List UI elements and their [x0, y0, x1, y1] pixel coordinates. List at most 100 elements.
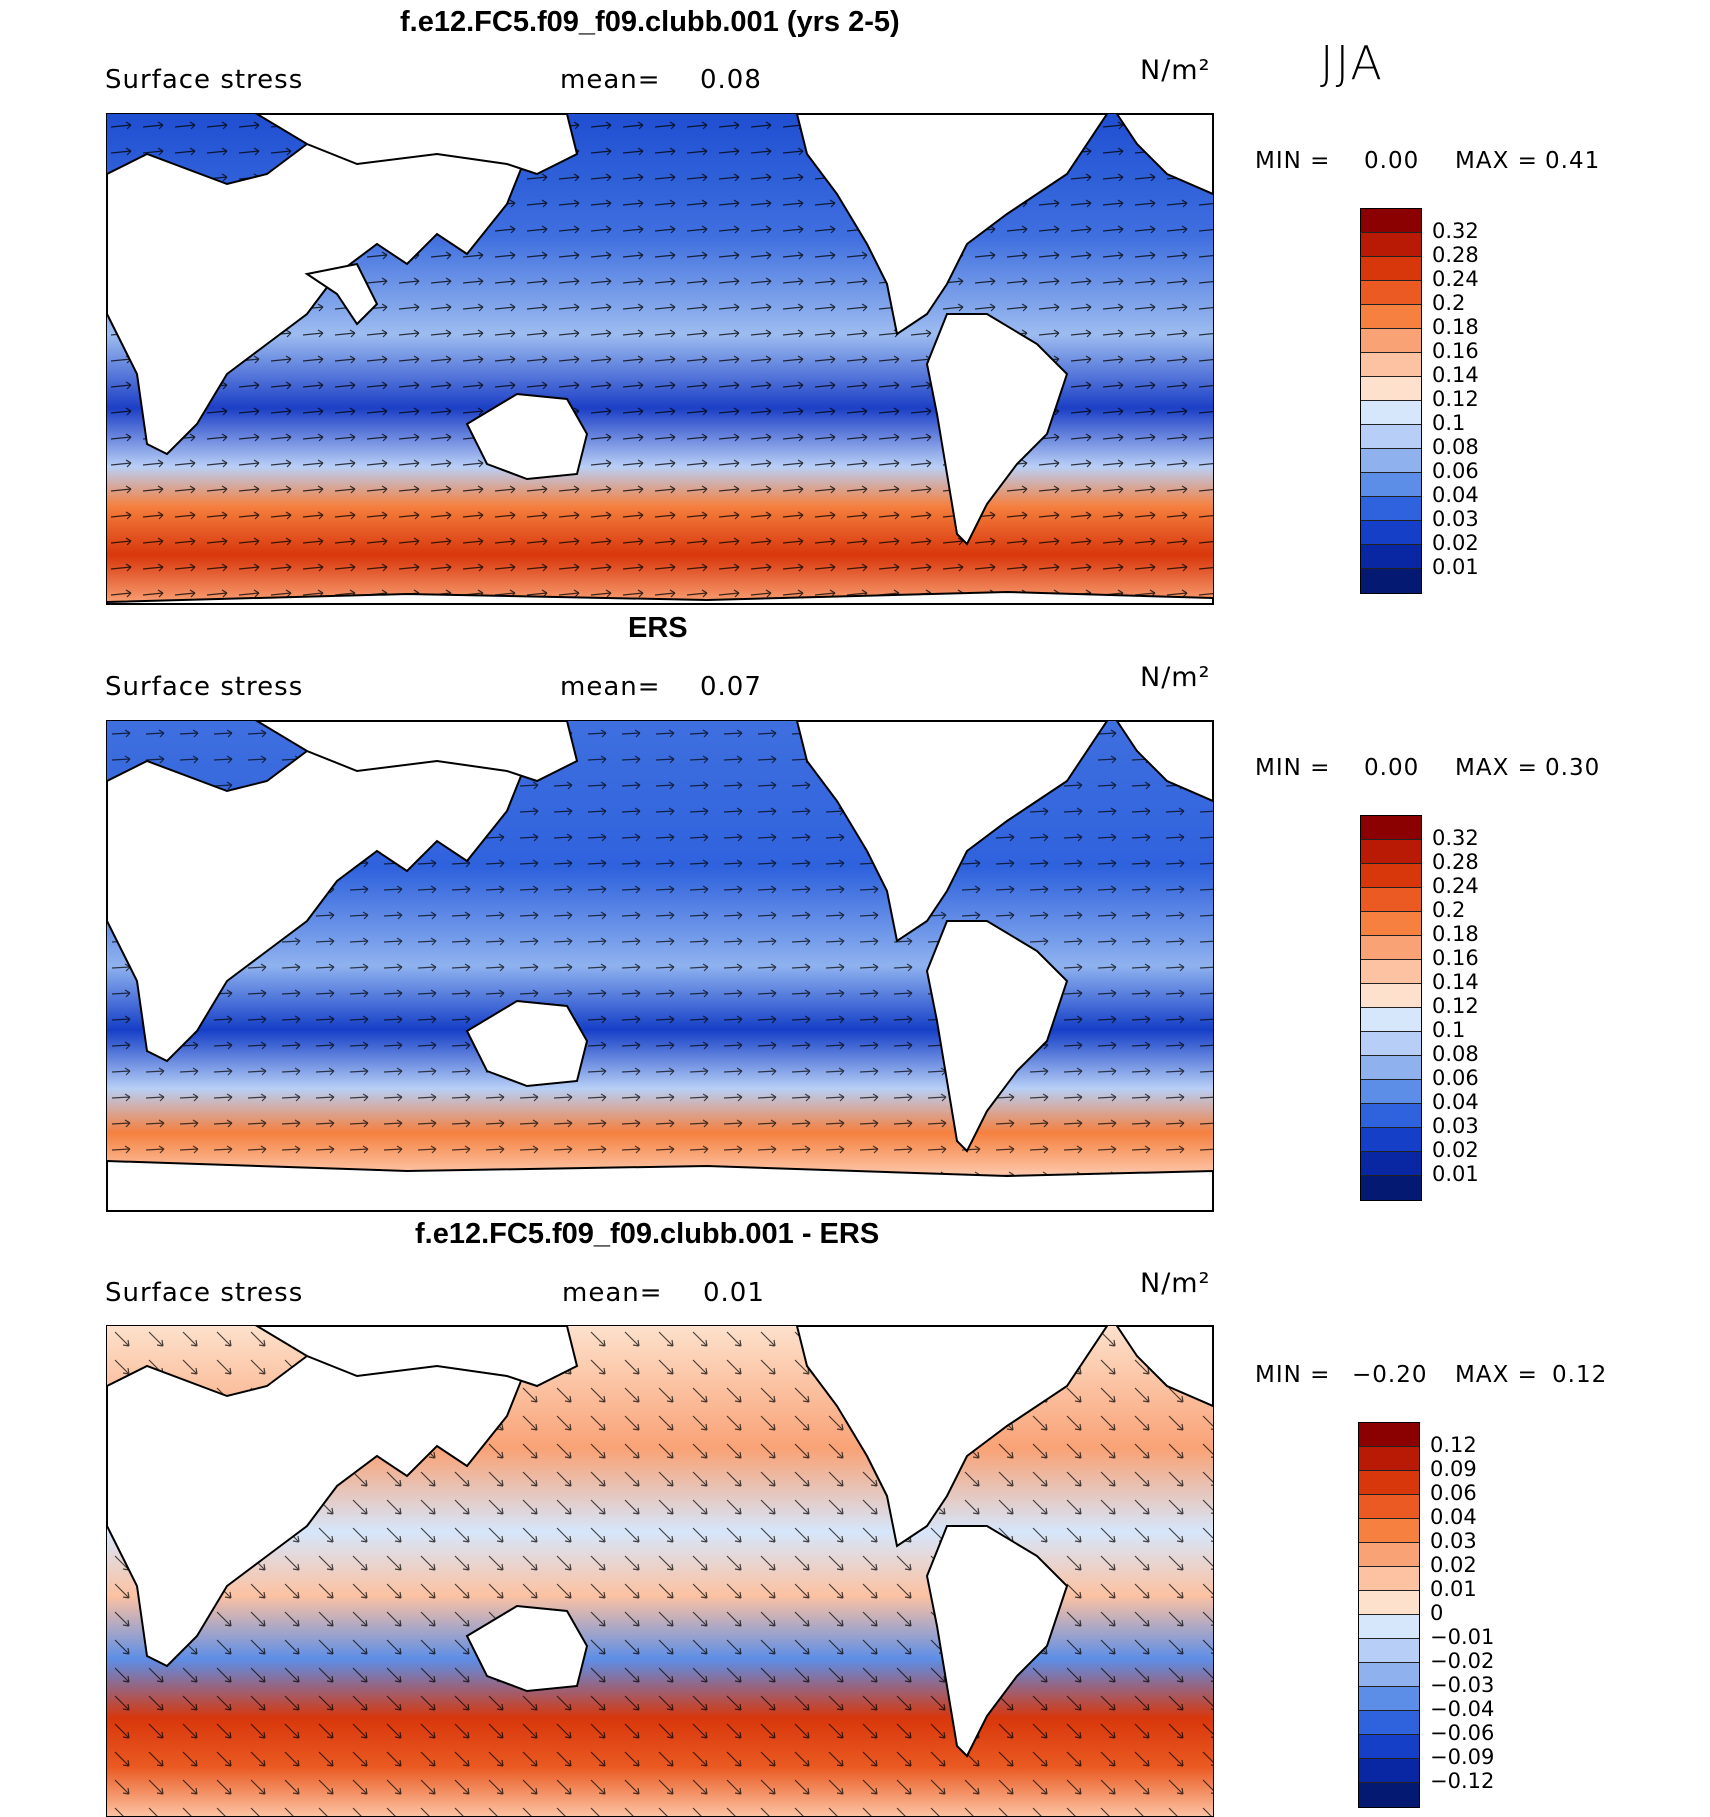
colorbar-tick-label: 0.14	[1432, 363, 1479, 387]
colorbar-tick-label: 0.02	[1432, 1138, 1479, 1162]
colorbar-cell	[1359, 1711, 1419, 1735]
colorbar-cell	[1359, 1495, 1419, 1519]
panel-2-min-label: MIN =	[1255, 755, 1331, 781]
colorbar-cell	[1359, 1471, 1419, 1495]
colorbar-tick-label: 0.28	[1432, 850, 1479, 874]
colorbar-cell	[1361, 521, 1421, 545]
panel-3-min-label: MIN =	[1255, 1362, 1331, 1388]
colorbar-tick-label: 0.02	[1432, 531, 1479, 555]
panel-3-colorbar: 0.12 0.09 0.06 0.04 0.03 0.02 0.01 0 −0.01 −0.02−…	[1358, 1422, 1558, 1812]
colorbar-tick-label: −0.06	[1430, 1721, 1495, 1745]
panel-1-max-label: MAX =	[1455, 148, 1538, 174]
colorbar-tick-label: 0.2	[1432, 898, 1466, 922]
colorbar-cell	[1359, 1615, 1419, 1639]
north-asia-landmass	[255, 1326, 579, 1388]
colorbar-cell	[1361, 1008, 1421, 1032]
colorbar-cell	[1361, 912, 1421, 936]
colorbar-cell	[1359, 1759, 1419, 1783]
colorbar-tick-label: −0.09	[1430, 1745, 1495, 1769]
colorbar-tick-label: 0.18	[1432, 922, 1479, 946]
colorbar-cell	[1361, 281, 1421, 305]
colorbar-tick-label: 0.02	[1430, 1553, 1477, 1577]
north-asia-landmass	[255, 114, 579, 176]
colorbar-cell	[1361, 840, 1421, 864]
season-label: JJA	[1320, 36, 1384, 90]
colorbar-tick-label: 0.04	[1432, 483, 1479, 507]
india-landmass	[304, 262, 379, 326]
colorbar-cell	[1359, 1591, 1419, 1615]
colorbar-tick-label: −0.03	[1430, 1673, 1495, 1697]
colorbar-tick-label: 0.12	[1432, 387, 1479, 411]
panel-3-mean-label: mean=	[562, 1278, 663, 1308]
north-america-landmass	[795, 114, 1109, 336]
colorbar-cell	[1361, 569, 1421, 593]
south-america-landmass	[925, 920, 1069, 1153]
colorbar-cell	[1359, 1567, 1419, 1591]
colorbar-cell	[1359, 1423, 1419, 1447]
model-surface-stress-map	[106, 113, 1214, 605]
colorbar-cell	[1359, 1639, 1419, 1663]
panel-2-title: ERS	[628, 612, 688, 644]
map-1-svg	[107, 114, 1213, 604]
panel-1-max-value: 0.41	[1545, 148, 1601, 174]
panel-3-min-value: −0.20	[1352, 1362, 1428, 1388]
panel-2-units: N/m²	[1140, 662, 1211, 693]
australia-landmass	[465, 999, 589, 1088]
colorbar-tick-label: 0.1	[1432, 1018, 1466, 1042]
colorbar-tick-label: 0.04	[1430, 1505, 1477, 1529]
panel-3-title: f.e12.FC5.f09_f09.clubb.001 - ERS	[415, 1218, 880, 1250]
australia-landmass	[465, 1604, 589, 1693]
colorbar-cell	[1361, 329, 1421, 353]
south-america-landmass	[925, 313, 1069, 546]
colorbar-cell	[1361, 816, 1421, 840]
colorbar-tick-label: 0.16	[1432, 946, 1479, 970]
colorbar-cell	[1361, 1056, 1421, 1080]
north-america-landmass	[795, 1326, 1109, 1548]
colorbar-cell	[1361, 425, 1421, 449]
colorbar-cell	[1361, 497, 1421, 521]
colorbar-tick-label: 0.06	[1432, 1066, 1479, 1090]
colorbar-tick-label: 0.24	[1432, 267, 1479, 291]
colorbar-tick-label: 0.18	[1432, 315, 1479, 339]
australia-landmass	[465, 392, 589, 481]
greenland-europe-landmass	[1115, 721, 1213, 803]
colorbar-cell	[1361, 984, 1421, 1008]
colorbar-tick-label: 0.32	[1432, 826, 1479, 850]
colorbar-cell	[1361, 1080, 1421, 1104]
colorbar-tick-label: 0.03	[1432, 1114, 1479, 1138]
antarctica-edge	[107, 1159, 1213, 1211]
colorbar-cell	[1361, 864, 1421, 888]
panel-2-min-value: 0.00	[1364, 755, 1420, 781]
colorbar-cell	[1361, 1176, 1421, 1200]
colorbar-tick-label: 0.16	[1432, 339, 1479, 363]
panel-2-max-value: 0.30	[1545, 755, 1601, 781]
panel-3-units: N/m²	[1140, 1268, 1211, 1299]
panel-1-colorbar: 0.32 0.28 0.24 0.2 0.18 0.16 0.14 0.12 0.1 0.08 0.…	[1360, 208, 1560, 598]
colorbar-cell	[1361, 449, 1421, 473]
colorbar-cells	[1360, 208, 1422, 594]
panel-3-max-label: MAX =	[1455, 1362, 1538, 1388]
colorbar-tick-label: 0.12	[1432, 994, 1479, 1018]
colorbar-cell	[1361, 353, 1421, 377]
colorbar-cell	[1361, 1104, 1421, 1128]
ers-surface-stress-map	[106, 720, 1214, 1212]
colorbar-tick-label: 0.03	[1432, 507, 1479, 531]
difference-surface-stress-map	[106, 1325, 1214, 1817]
colorbar-tick-label: 0.01	[1432, 555, 1479, 579]
colorbar-cell	[1361, 888, 1421, 912]
colorbar-tick-label: 0.03	[1430, 1529, 1477, 1553]
colorbar-cell	[1361, 960, 1421, 984]
panel-2-max-label: MAX =	[1455, 755, 1538, 781]
colorbar-tick-label: 0.01	[1432, 1162, 1479, 1186]
panel-3-mean-value: 0.01	[703, 1278, 765, 1308]
panel-1-variable: Surface stress	[105, 65, 304, 95]
colorbar-tick-label: 0.09	[1430, 1457, 1477, 1481]
colorbar-tick-label: 0.04	[1432, 1090, 1479, 1114]
colorbar-cells	[1360, 815, 1422, 1201]
colorbar-cell	[1361, 936, 1421, 960]
colorbar-tick-label: 0.28	[1432, 243, 1479, 267]
panel-1-min-value: 0.00	[1364, 148, 1420, 174]
panel-1-mean-value: 0.08	[700, 65, 762, 95]
colorbar-cell	[1361, 233, 1421, 257]
colorbar-cell	[1359, 1735, 1419, 1759]
